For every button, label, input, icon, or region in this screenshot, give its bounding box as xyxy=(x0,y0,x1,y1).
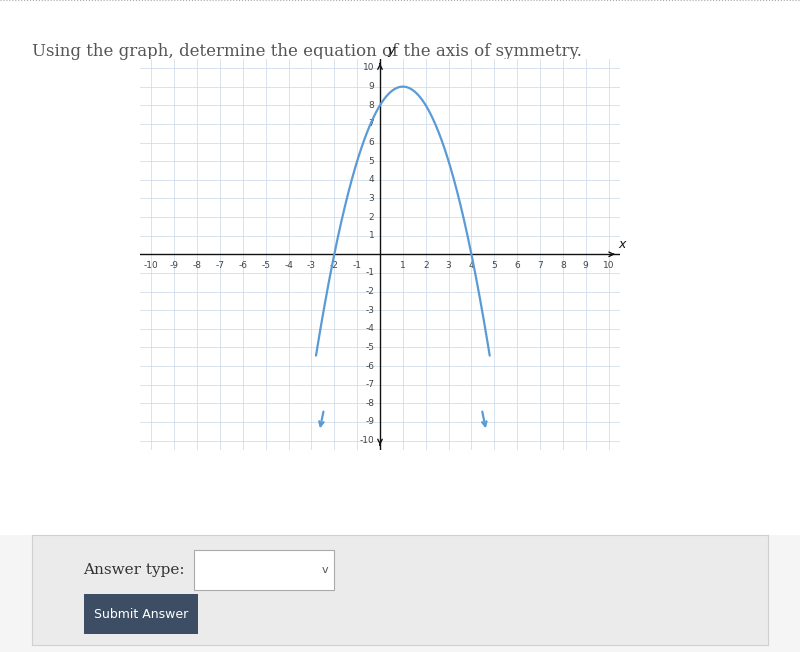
Text: -10: -10 xyxy=(359,436,374,445)
Text: 8: 8 xyxy=(369,101,374,110)
Text: -5: -5 xyxy=(262,261,270,270)
Text: 6: 6 xyxy=(369,138,374,147)
Text: 4: 4 xyxy=(469,261,474,270)
Text: 10: 10 xyxy=(603,261,614,270)
Text: -2: -2 xyxy=(330,261,338,270)
Text: 7: 7 xyxy=(369,119,374,128)
Text: Submit Answer: Submit Answer xyxy=(94,608,188,621)
Text: 3: 3 xyxy=(446,261,451,270)
Text: 10: 10 xyxy=(362,63,374,72)
Text: 5: 5 xyxy=(491,261,497,270)
Text: v: v xyxy=(322,565,328,574)
Text: -7: -7 xyxy=(366,380,374,389)
Text: x: x xyxy=(618,237,626,250)
Text: y: y xyxy=(387,44,394,57)
Bar xyxy=(83,595,198,634)
Text: 7: 7 xyxy=(537,261,543,270)
Text: -4: -4 xyxy=(284,261,293,270)
Text: -7: -7 xyxy=(215,261,225,270)
Text: 1: 1 xyxy=(400,261,406,270)
Text: -8: -8 xyxy=(366,399,374,408)
Text: -3: -3 xyxy=(307,261,316,270)
Text: 9: 9 xyxy=(583,261,589,270)
Text: -1: -1 xyxy=(353,261,362,270)
Text: -9: -9 xyxy=(366,417,374,426)
Text: Using the graph, determine the equation of the axis of symmetry.: Using the graph, determine the equation … xyxy=(32,43,582,60)
Text: 9: 9 xyxy=(369,82,374,91)
Text: 2: 2 xyxy=(423,261,429,270)
Text: -1: -1 xyxy=(366,269,374,277)
Text: -3: -3 xyxy=(366,306,374,315)
Text: 3: 3 xyxy=(369,194,374,203)
Text: 1: 1 xyxy=(369,231,374,240)
Text: 6: 6 xyxy=(514,261,520,270)
Text: 2: 2 xyxy=(369,213,374,222)
Text: -2: -2 xyxy=(366,287,374,296)
Text: -4: -4 xyxy=(366,324,374,333)
Text: 5: 5 xyxy=(369,156,374,166)
Bar xyxy=(194,550,334,590)
Text: -10: -10 xyxy=(144,261,159,270)
Text: -6: -6 xyxy=(238,261,247,270)
Text: -9: -9 xyxy=(170,261,178,270)
Text: 8: 8 xyxy=(560,261,566,270)
Text: 4: 4 xyxy=(369,175,374,185)
Text: -6: -6 xyxy=(366,362,374,370)
Text: -5: -5 xyxy=(366,343,374,352)
Text: Answer type:: Answer type: xyxy=(83,563,185,577)
Text: -8: -8 xyxy=(193,261,202,270)
